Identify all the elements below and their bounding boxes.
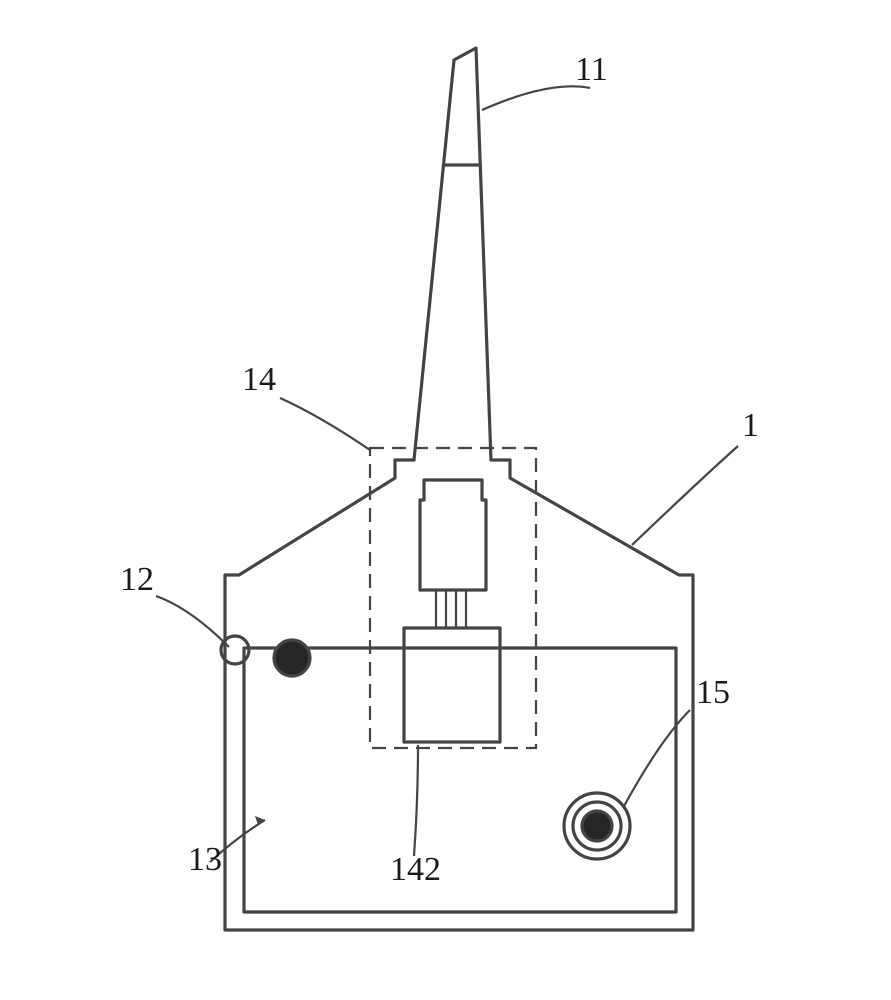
- lower-block-142: [404, 628, 500, 742]
- reference-labels: 11 14 1 12 15 13 142: [120, 51, 759, 888]
- leader-l15: [623, 710, 690, 808]
- leader-l12: [156, 596, 229, 647]
- nozzle-cone: [414, 48, 491, 460]
- label-l15: 15: [696, 674, 730, 711]
- technical-figure: 11 14 1 12 15 13 142: [0, 0, 891, 1000]
- leader-l11: [482, 86, 590, 110]
- outer-shell: [225, 460, 693, 930]
- internal-assembly: [404, 480, 500, 742]
- label-l11: 11: [575, 51, 608, 88]
- leader-l14: [280, 398, 370, 450]
- cone-lower: [414, 165, 491, 460]
- label-l14: 14: [242, 361, 276, 398]
- filled-circle-left: [274, 640, 310, 676]
- ring-15-inner: [582, 811, 612, 841]
- cone-tip: [444, 48, 481, 165]
- label-l1: 1: [742, 407, 759, 444]
- label-l12: 12: [120, 561, 154, 598]
- upper-block: [420, 480, 486, 590]
- inner-panel-13: [244, 648, 676, 912]
- device-body-outline: [225, 460, 693, 930]
- internal-dashed-box: [370, 448, 536, 748]
- leader-l142: [414, 745, 418, 856]
- label-l13: 13: [188, 841, 222, 878]
- dashed-region-14: [370, 448, 536, 748]
- leader-l1: [632, 446, 738, 545]
- label-l142: 142: [390, 851, 441, 888]
